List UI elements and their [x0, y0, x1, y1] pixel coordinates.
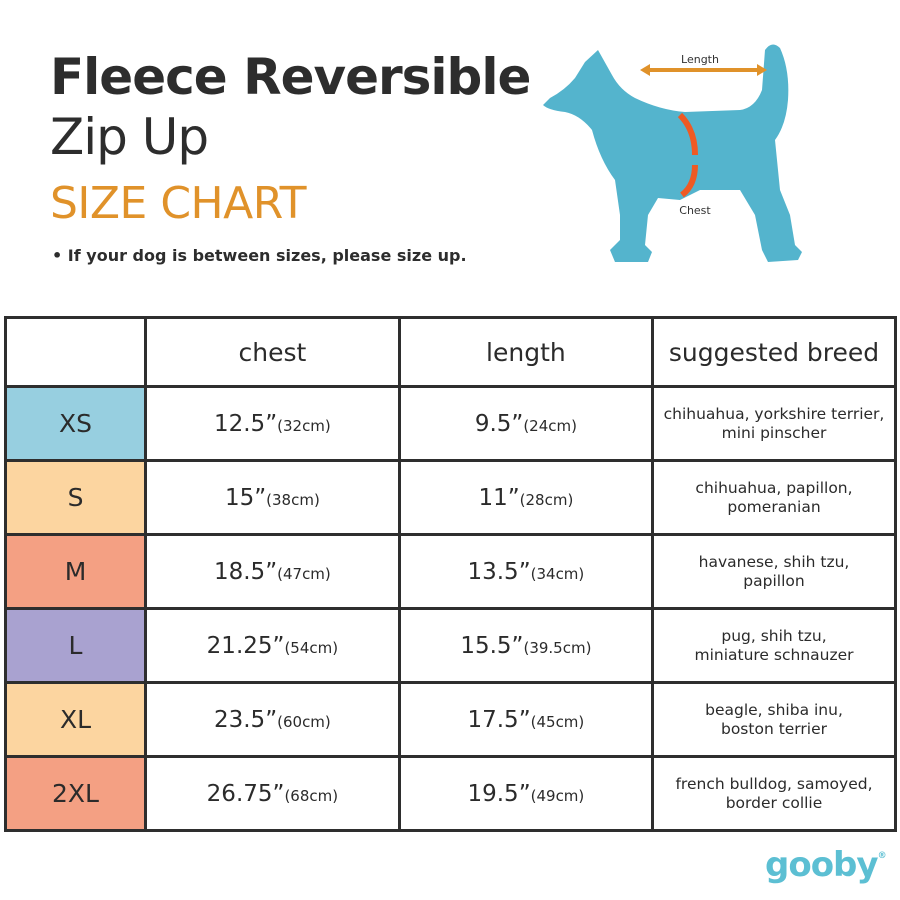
dog-silhouette — [543, 44, 802, 262]
table-header-row: chest length suggested breed — [4, 316, 897, 388]
chest-cell: 18.5”(47cm) — [144, 533, 401, 610]
title-line-2: Zip Up — [50, 108, 209, 166]
length-cell: 15.5”(39.5cm) — [397, 607, 655, 684]
table-row: 2XL 26.75”(68cm) 19.5”(49cm) french bull… — [4, 755, 897, 832]
dog-measurement-diagram: Length Chest — [543, 44, 802, 262]
length-cell: 13.5”(34cm) — [397, 533, 655, 610]
size-cell: M — [4, 533, 147, 610]
length-cell: 9.5”(24cm) — [397, 385, 655, 462]
breed-cell: beagle, shiba inu, boston terrier — [651, 681, 897, 758]
breed-cell: french bulldog, samoyed, border collie — [651, 755, 897, 832]
chest-cell: 26.75”(68cm) — [144, 755, 401, 832]
title-line-1: Fleece Reversible — [50, 48, 531, 106]
size-table: chest length suggested breed XS 12.5”(32… — [4, 316, 897, 832]
length-cell: 19.5”(49cm) — [397, 755, 655, 832]
table-row: L 21.25”(54cm) 15.5”(39.5cm) pug, shih t… — [4, 607, 897, 684]
table-row: S 15”(38cm) 11”(28cm) chihuahua, papillo… — [4, 459, 897, 536]
length-cell: 11”(28cm) — [397, 459, 655, 536]
table-row: XS 12.5”(32cm) 9.5”(24cm) chihuahua, yor… — [4, 385, 897, 462]
header-length: length — [397, 316, 655, 388]
table-row: XL 23.5”(60cm) 17.5”(45cm) beagle, shiba… — [4, 681, 897, 758]
chest-cell: 23.5”(60cm) — [144, 681, 401, 758]
length-label: Length — [681, 53, 719, 66]
header-size — [4, 316, 147, 388]
breed-cell: pug, shih tzu, miniature schnauzer — [651, 607, 897, 684]
gooby-logo: gooby® — [765, 845, 887, 885]
size-cell: 2XL — [4, 755, 147, 832]
chest-cell: 12.5”(32cm) — [144, 385, 401, 462]
size-cell: XL — [4, 681, 147, 758]
breed-cell: chihuahua, papillon, pomeranian — [651, 459, 897, 536]
size-cell: L — [4, 607, 147, 684]
chest-label: Chest — [679, 204, 711, 217]
length-cell: 17.5”(45cm) — [397, 681, 655, 758]
header-breed: suggested breed — [651, 316, 897, 388]
breed-cell: havanese, shih tzu, papillon — [651, 533, 897, 610]
chest-cell: 21.25”(54cm) — [144, 607, 401, 684]
size-cell: XS — [4, 385, 147, 462]
size-cell: S — [4, 459, 147, 536]
chest-arrow — [677, 112, 698, 156]
chest-cell: 15”(38cm) — [144, 459, 401, 536]
header-chest: chest — [144, 316, 401, 388]
size-chart-heading: SIZE CHART — [50, 178, 307, 229]
sizing-note: • If your dog is between sizes, please s… — [52, 246, 467, 265]
table-row: M 18.5”(47cm) 13.5”(34cm) havanese, shih… — [4, 533, 897, 610]
breed-cell: chihuahua, yorkshire terrier, mini pinsch… — [651, 385, 897, 462]
